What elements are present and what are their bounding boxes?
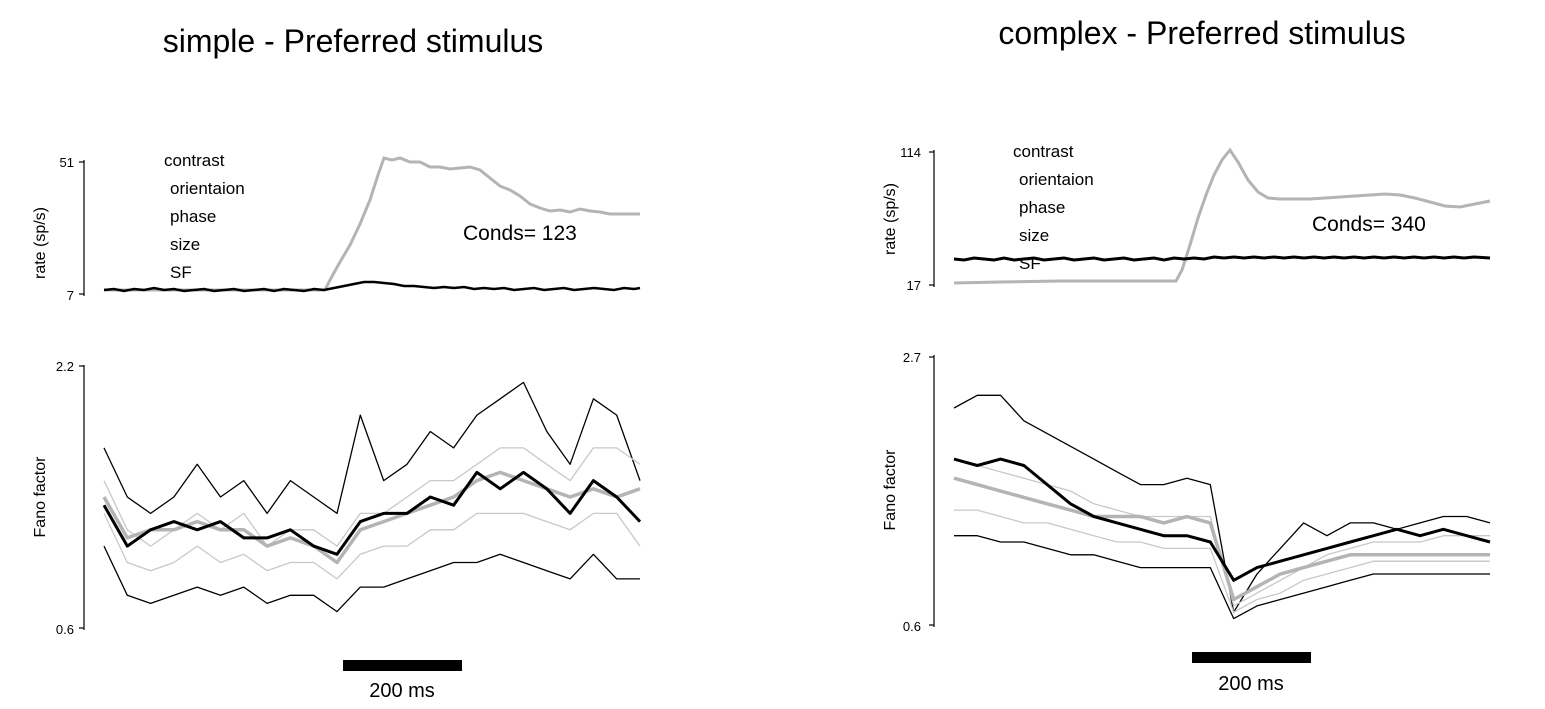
scale-bar-complex: 200 ms bbox=[1192, 652, 1311, 695]
legend-item-phase-complex: phase bbox=[1019, 198, 1065, 217]
legend-item-phase-simple: phase bbox=[170, 207, 216, 226]
fano-y-tick-label-bottom-simple: 0.6 bbox=[56, 622, 74, 637]
legend-item-contrast-complex: contrast bbox=[1013, 142, 1074, 161]
scale-bar-rect-complex bbox=[1192, 652, 1311, 663]
fano-trace-complex-5 bbox=[954, 459, 1490, 580]
legend-item-size-complex: size bbox=[1019, 226, 1049, 245]
fano-axes-complex: 2.7 0.6 Fano factor bbox=[882, 350, 934, 634]
fano-y-label-complex: Fano factor bbox=[882, 449, 899, 531]
rate-trace-black-complex bbox=[954, 257, 1490, 260]
fano-axes-simple: 2.2 0.6 Fano factor bbox=[32, 359, 84, 637]
legend-complex: contrast orientaion phase size SF bbox=[1013, 142, 1094, 273]
rate-y-tick-label-bottom-simple: 7 bbox=[67, 288, 74, 303]
fano-trace-simple-3 bbox=[104, 546, 640, 612]
fano-y-tick-label-top-complex: 2.7 bbox=[903, 350, 921, 365]
fano-y-tick-label-top-simple: 2.2 bbox=[56, 359, 74, 374]
fano-y-tick-label-bottom-complex: 0.6 bbox=[903, 619, 921, 634]
panel-complex: complex - Preferred stimulus 114 17 rate… bbox=[882, 15, 1490, 695]
conds-label-simple: Conds= 123 bbox=[463, 222, 577, 245]
rate-y-tick-label-top-complex: 114 bbox=[900, 145, 921, 160]
scale-bar-simple: 200 ms bbox=[343, 660, 462, 702]
conds-label-complex: Conds= 340 bbox=[1312, 213, 1426, 236]
legend-item-sf-complex: SF bbox=[1019, 254, 1041, 273]
scale-bar-label-complex: 200 ms bbox=[1218, 673, 1284, 695]
fano-y-label-simple: Fano factor bbox=[32, 456, 49, 538]
fano-traces-complex bbox=[954, 395, 1490, 618]
legend-item-orientation-simple: orientaion bbox=[170, 179, 245, 198]
panel-title-complex: complex - Preferred stimulus bbox=[998, 15, 1405, 51]
panel-simple: simple - Preferred stimulus 51 7 rate (s… bbox=[32, 23, 640, 702]
legend-item-contrast-simple: contrast bbox=[164, 151, 225, 170]
rate-y-label-complex: rate (sp/s) bbox=[882, 183, 899, 255]
legend-item-sf-simple: SF bbox=[170, 263, 192, 282]
fano-trace-simple-2 bbox=[104, 513, 640, 579]
legend-item-size-simple: size bbox=[170, 235, 200, 254]
legend-simple: contrast orientaion phase size SF bbox=[164, 151, 245, 282]
scale-bar-rect-simple bbox=[343, 660, 462, 671]
rate-axes-complex: 114 17 rate (sp/s) bbox=[882, 145, 934, 293]
rate-y-label-simple: rate (sp/s) bbox=[32, 207, 49, 279]
rate-y-tick-label-bottom-complex: 17 bbox=[907, 278, 921, 293]
rate-y-tick-label-top-simple: 51 bbox=[60, 155, 74, 170]
panel-title-simple: simple - Preferred stimulus bbox=[163, 23, 544, 59]
fano-traces-simple bbox=[104, 382, 640, 611]
fano-trace-simple-1 bbox=[104, 448, 640, 546]
rate-axes-simple: 51 7 rate (sp/s) bbox=[32, 155, 84, 303]
legend-item-orientation-complex: orientaion bbox=[1019, 170, 1094, 189]
scale-bar-label-simple: 200 ms bbox=[369, 680, 435, 702]
